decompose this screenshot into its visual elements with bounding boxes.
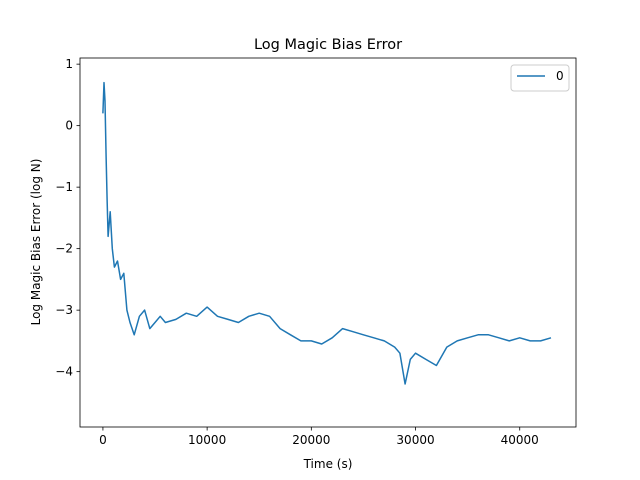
chart-title: Log Magic Bias Error bbox=[254, 37, 402, 53]
axes-frame bbox=[79, 57, 577, 428]
x-axis-label: Time (s) bbox=[303, 457, 353, 471]
y-tick-label: −4 bbox=[55, 365, 73, 379]
y-tick-label: −1 bbox=[55, 180, 73, 194]
y-tick-label: −2 bbox=[55, 242, 73, 256]
x-tick-label: 30000 bbox=[396, 433, 434, 447]
y-tick-label: −3 bbox=[55, 303, 73, 317]
legend-entry-label: 0 bbox=[556, 69, 564, 83]
legend: 0 bbox=[510, 64, 570, 92]
y-tick-label: 1 bbox=[65, 57, 73, 71]
x-tick-label: 40000 bbox=[501, 433, 539, 447]
plot-area bbox=[102, 81, 552, 385]
series-line-0 bbox=[102, 81, 552, 385]
y-axis-ticks: 1 0 −1 −2 −3 −4 bbox=[55, 57, 80, 379]
y-tick-label: 0 bbox=[65, 119, 73, 133]
x-axis-ticks: 0 10000 20000 30000 40000 bbox=[99, 427, 539, 447]
legend-box bbox=[510, 64, 570, 92]
x-tick-label: 0 bbox=[99, 433, 107, 447]
x-tick-label: 10000 bbox=[188, 433, 226, 447]
x-tick-label: 20000 bbox=[292, 433, 330, 447]
y-axis-label: Log Magic Bias Error (log N) bbox=[29, 159, 43, 326]
